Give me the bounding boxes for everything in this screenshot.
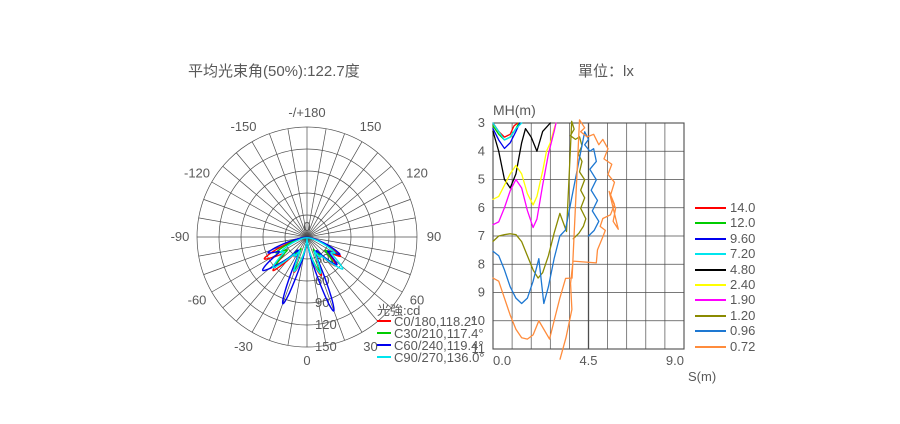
svg-text:90: 90 xyxy=(427,229,441,244)
svg-text:4: 4 xyxy=(478,143,485,158)
svg-text:5: 5 xyxy=(478,172,485,187)
svg-text:0: 0 xyxy=(303,219,310,234)
svg-text:-60: -60 xyxy=(188,293,207,308)
svg-text:S(m): S(m) xyxy=(688,369,716,384)
svg-text:6: 6 xyxy=(478,200,485,215)
svg-text:4.5: 4.5 xyxy=(579,353,597,368)
svg-text:120: 120 xyxy=(406,166,428,181)
svg-text:0.0: 0.0 xyxy=(493,353,511,368)
svg-text:30: 30 xyxy=(363,339,377,354)
svg-text:11: 11 xyxy=(472,341,486,356)
svg-text:9.0: 9.0 xyxy=(666,353,684,368)
svg-text:7: 7 xyxy=(478,228,485,243)
svg-text:-30: -30 xyxy=(234,339,253,354)
svg-text:90: 90 xyxy=(315,295,329,310)
svg-text:0: 0 xyxy=(303,353,310,368)
svg-text:9: 9 xyxy=(478,285,485,300)
svg-text:-150: -150 xyxy=(230,119,256,134)
svg-text:-120: -120 xyxy=(184,166,210,181)
svg-text:3: 3 xyxy=(478,115,485,130)
svg-text:-90: -90 xyxy=(171,229,190,244)
svg-text:-/+180: -/+180 xyxy=(288,105,325,120)
svg-text:120: 120 xyxy=(315,317,337,332)
svg-text:150: 150 xyxy=(360,119,382,134)
svg-text:150: 150 xyxy=(315,339,337,354)
svg-text:8: 8 xyxy=(478,256,485,271)
svg-text:10: 10 xyxy=(471,313,485,328)
